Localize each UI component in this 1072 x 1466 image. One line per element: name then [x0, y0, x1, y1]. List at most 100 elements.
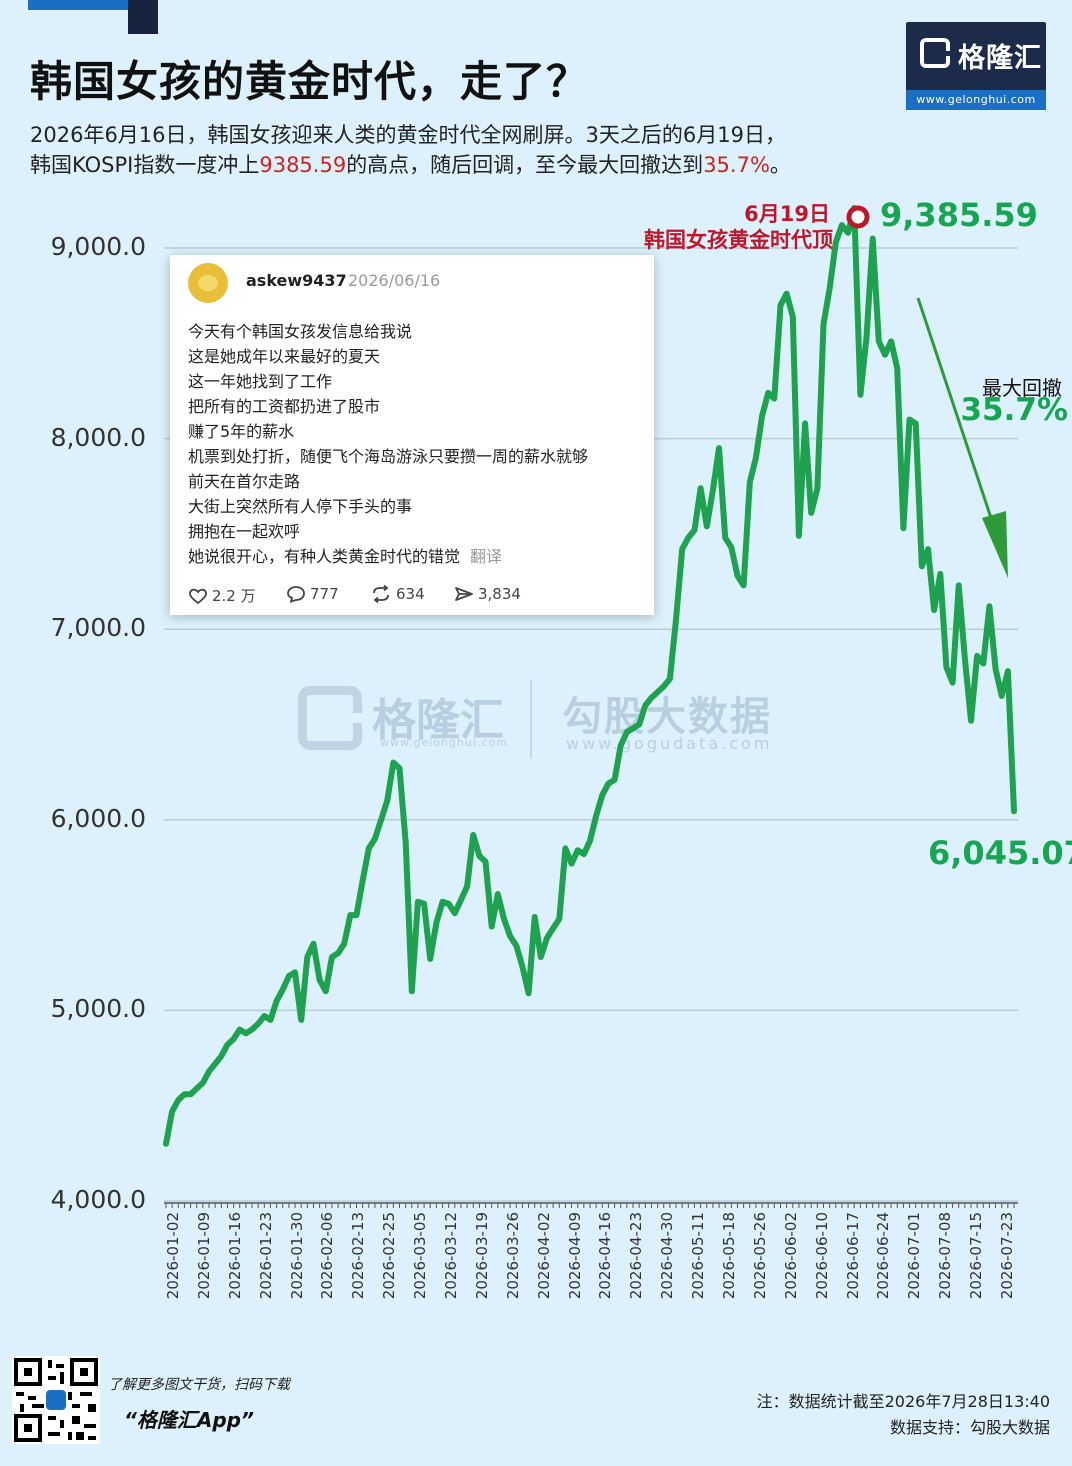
y-tick-label: 4,000.0 — [50, 1185, 146, 1214]
x-tick-label: 2026-06-02 — [781, 1212, 800, 1300]
arrow-shaft — [916, 297, 997, 531]
logo-g-icon — [920, 38, 950, 68]
x-tick-label: 2026-01-30 — [287, 1212, 306, 1300]
y-tick-label: 9,000.0 — [50, 232, 146, 261]
like-stat[interactable]: 2.2 万 — [188, 585, 256, 606]
repost-count: 634 — [396, 585, 425, 603]
x-tick-label: 2026-04-16 — [596, 1212, 615, 1300]
subtitle-pre: 韩国KOSPI指数一度冲上 — [30, 153, 260, 177]
page-title: 韩国女孩的黄金时代，走了？ — [30, 57, 590, 106]
chart-x-axis — [164, 1202, 1018, 1208]
x-tick-label: 2026-03-26 — [503, 1212, 522, 1300]
watermark-url: www.gelonghui.com — [380, 736, 508, 749]
send-icon — [455, 587, 473, 601]
subtitle-mid: 的高点，随后回调，至今最大回撤达到 — [346, 153, 704, 177]
x-tick-label: 2026-03-05 — [411, 1212, 430, 1300]
x-tick-label: 2026-04-09 — [565, 1212, 584, 1300]
x-tick-label: 2026-07-23 — [998, 1212, 1016, 1300]
x-tick-label: 2026-03-19 — [472, 1212, 491, 1300]
heart-icon — [189, 588, 207, 605]
logo-url: www.gelonghui.com — [906, 90, 1046, 110]
subtitle-line-1: 2026年6月16日，韩国女孩迎来人类的黄金时代全网刷屏。3天之后的6月19日， — [30, 123, 786, 147]
tweet-line: 拥抱在一起欢呼 — [188, 522, 301, 541]
brand-logo: 格隆汇 www.gelonghui.com — [906, 22, 1046, 110]
qr-code[interactable] — [12, 1356, 100, 1444]
avatar — [188, 263, 228, 303]
x-tick-label: 2026-01-09 — [194, 1212, 213, 1300]
comment-stat[interactable]: 777 — [286, 585, 339, 603]
repost-icon — [373, 584, 389, 604]
comment-icon — [287, 586, 305, 603]
tweet-line: 前天在首尔走路 — [188, 472, 301, 491]
tweet-date: 2026/06/16 — [348, 271, 441, 290]
tweet-line: 大街上突然所有人停下手头的事 — [188, 497, 413, 516]
view-stat[interactable]: 3,834 — [454, 585, 521, 603]
page-subtitle: 2026年6月16日，韩国女孩迎来人类的黄金时代全网刷屏。3天之后的6月19日，… — [30, 120, 890, 180]
series-line — [163, 205, 1017, 1147]
tweet-line: 今天有个韩国女孩发信息给我说 — [188, 322, 413, 341]
x-tick-label: 2026-01-02 — [164, 1212, 182, 1300]
x-tick-label: 2026-01-23 — [256, 1212, 275, 1300]
tweet-card: askew9437 2026/06/16 今天有个韩国女孩发信息给我说 这是她成年… — [170, 255, 654, 615]
watermark-url-2: www.gogudata.com — [566, 734, 773, 753]
x-tick-label: 2026-06-24 — [874, 1212, 893, 1300]
x-tick-label: 2026-02-06 — [318, 1212, 337, 1300]
tweet-line: 这一年她找到了工作 — [188, 372, 333, 391]
qr-caption: 了解更多图文干货，扫码下载 — [108, 1377, 290, 1393]
x-tick-label: 2026-07-15 — [967, 1212, 986, 1300]
subtitle-line-2: 韩国KOSPI指数一度冲上9385.59的高点，随后回调，至今最大回撤达到35.… — [30, 150, 890, 180]
peak-value-label: 9,385.59 — [880, 196, 1038, 234]
drawdown-label: 最大回撤 — [982, 376, 1062, 400]
y-tick-label: 5,000.0 — [50, 994, 146, 1024]
x-tick-label: 2026-04-30 — [658, 1212, 677, 1300]
qr-code-icon — [14, 1358, 98, 1442]
x-tick-label: 2026-05-18 — [720, 1212, 738, 1300]
tweet-username: askew9437 — [246, 271, 347, 290]
watermark-logo-icon — [298, 686, 362, 750]
watermark-name-2: 勾股大数据 — [562, 694, 772, 740]
x-tick-label: 2026-06-17 — [843, 1212, 862, 1300]
comment-count: 777 — [310, 585, 339, 603]
x-tick-label: 2026-05-11 — [689, 1212, 708, 1300]
x-tick-label: 2026-07-01 — [905, 1212, 924, 1300]
y-tick-label: 8,000.0 — [50, 422, 146, 452]
watermark-name: 格隆汇 — [372, 695, 504, 746]
like-count: 2.2 万 — [212, 587, 256, 605]
x-tick-label: 2026-05-26 — [750, 1212, 769, 1300]
data-support: 数据支持：勾股大数据 — [889, 1418, 1050, 1437]
x-tick-label: 2026-02-25 — [380, 1212, 399, 1300]
peak-marker — [846, 205, 870, 229]
x-tick-label: 2026-03-12 — [442, 1212, 460, 1300]
drawdown-arrow — [916, 297, 1008, 578]
y-tick-label: 7,000.0 — [50, 613, 146, 643]
tweet-line: 把所有的工资都扔进了股市 — [188, 397, 381, 416]
data-note: 注：数据统计截至2026年7月28日13:40 — [756, 1392, 1050, 1411]
x-tick-label: 2026-02-13 — [349, 1212, 368, 1300]
y-tick-label: 6,000.0 — [50, 803, 146, 833]
translate-link[interactable]: 翻译 — [470, 547, 503, 566]
tweet-line: 这是她成年以来最好的夏天 — [188, 347, 381, 366]
repost-stat[interactable]: 634 — [370, 584, 425, 604]
tweet-line: 赚了5年的薪水 — [188, 422, 295, 441]
x-tick-label: 2026-04-02 — [534, 1212, 553, 1300]
last-value-label: 6,045.07 — [928, 834, 1072, 872]
app-name: “格隆汇App” — [124, 1408, 254, 1432]
tweet-stats: 2.2 万 777 634 3,834 — [188, 584, 648, 607]
x-tick-label: 2026-04-23 — [627, 1212, 646, 1300]
peak-date-label: 6月19日 — [744, 202, 830, 226]
tweet-body: 今天有个韩国女孩发信息给我说 这是她成年以来最好的夏天 这一年她找到了工作把所有的工… — [188, 319, 648, 569]
corner-accent-bar — [28, 0, 128, 10]
subtitle-pct: 35.7% — [703, 153, 770, 177]
subtitle-peak: 9385.59 — [259, 153, 347, 177]
x-tick-label: 2026-06-10 — [812, 1212, 831, 1300]
subtitle-post: 。 — [769, 153, 791, 177]
drawdown-value: 35.7% — [960, 392, 1068, 428]
logo-name: 格隆汇 — [958, 43, 1042, 74]
x-tick-label: 2026-07-08 — [936, 1212, 955, 1300]
view-count: 3,834 — [478, 585, 521, 603]
peak-note-label: 韩国女孩黄金时代顶 — [644, 228, 833, 252]
arrow-head — [982, 511, 1008, 578]
tweet-line: 她说很开心，有种人类黄金时代的错觉 翻译 — [188, 547, 503, 566]
corner-accent-block — [128, 0, 158, 34]
x-tick-label: 2026-01-16 — [225, 1212, 244, 1300]
